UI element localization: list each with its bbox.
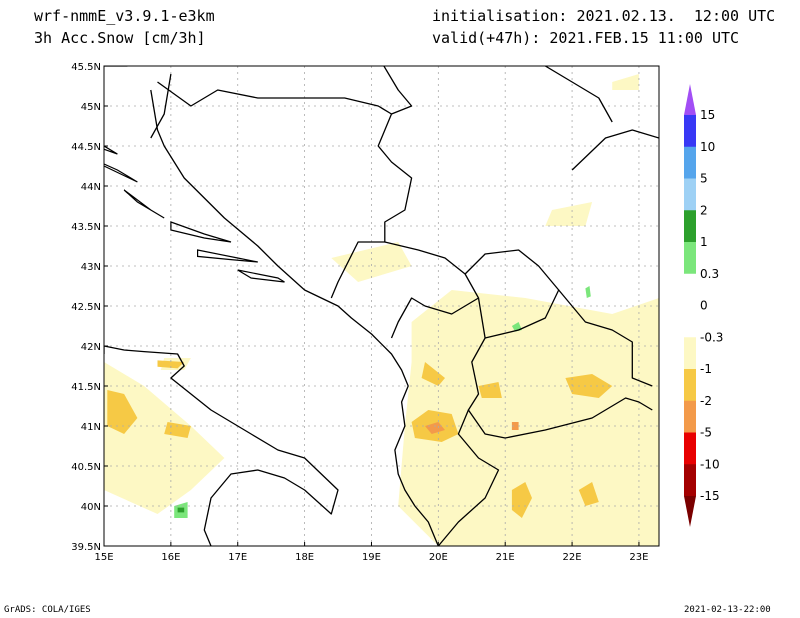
border-line-13 [544, 66, 613, 123]
island-0 [170, 221, 232, 243]
colorbar-swatch [684, 369, 696, 402]
colorbar-label: 1 [700, 235, 708, 249]
snow-area-18 [177, 507, 185, 513]
footer-timestamp: 2021-02-13-22:00 [684, 605, 771, 615]
snow-area-9 [511, 482, 532, 518]
grid-layer [104, 66, 659, 546]
x-tick-label: 21E [496, 552, 515, 563]
colorbar-bottom-arrow [684, 496, 696, 527]
y-tick-label: 42N [81, 342, 101, 353]
colorbar-swatch [684, 210, 696, 243]
island-1 [197, 249, 258, 263]
x-tick-label: 18E [295, 552, 314, 563]
initialisation-time: initialisation: 2021.02.13. 12:00 UTC [432, 7, 776, 25]
y-tick-label: 42.5N [71, 302, 101, 313]
axis-ticks: 15E 16E 17E 18E 19E 20E 21E 22E 23E 39.5N 40N 40.5N… [71, 62, 648, 563]
island-5 [104, 145, 118, 155]
y-tick-label: 43.5N [71, 222, 101, 233]
border-line-7 [384, 241, 480, 339]
snow-area-3 [331, 242, 412, 282]
coast-line-2 [104, 345, 339, 546]
colorbar-label: -0.3 [700, 330, 723, 344]
y-tick-label: 45.5N [71, 62, 101, 73]
coastline-layer [104, 66, 659, 546]
colorbar-swatch [684, 115, 696, 148]
snow-area-16 [511, 422, 519, 430]
colorbar-swatch [684, 273, 696, 306]
snow-area-10 [578, 482, 599, 506]
snow-area-4 [612, 74, 639, 90]
border-line-6 [150, 73, 172, 139]
colorbar-swatch [684, 400, 696, 433]
x-tick-label: 23E [629, 552, 648, 563]
border-line-9 [467, 337, 653, 439]
colorbar-label: 5 [700, 172, 708, 186]
field-name: 3h Acc.Snow [cm/3h] [34, 29, 206, 47]
x-tick-label: 19E [362, 552, 381, 563]
colorbar-label: 10 [700, 140, 715, 154]
colorbar-label: 15 [700, 108, 715, 122]
colorbar-label: 0.3 [700, 267, 719, 281]
colorbar-swatch [684, 432, 696, 465]
y-tick-label: 45N [81, 102, 101, 113]
snow-area-13 [157, 360, 185, 369]
snow-area-15 [425, 422, 445, 434]
x-tick-label: 22E [563, 552, 582, 563]
colorbar-swatch [684, 146, 696, 179]
coast-line-1 [150, 89, 439, 546]
border-line-4 [157, 81, 413, 299]
snow-area-6 [421, 362, 445, 386]
y-tick-label: 39.5N [71, 542, 101, 553]
colorbar-swatch [684, 305, 696, 338]
snow-area-14 [478, 382, 502, 398]
x-tick-label: 17E [228, 552, 247, 563]
x-tick-label: 20E [429, 552, 448, 563]
colorbar-label: -5 [700, 426, 712, 440]
colorbar-label: -15 [700, 489, 720, 503]
y-tick-label: 44.5N [71, 142, 101, 153]
snow-area-11 [107, 390, 138, 434]
colorbar-swatch [684, 337, 696, 370]
island-3 [123, 189, 165, 219]
snow-area-1 [104, 362, 225, 514]
colorbar-swatch [684, 178, 696, 211]
colorbar-label: 2 [700, 203, 708, 217]
colorbar-swatch [684, 464, 696, 497]
island-2 [237, 269, 285, 283]
footer-credit: GrADS: COLA/IGES [4, 605, 91, 615]
border-line-10 [558, 289, 653, 387]
colorbar-label: -1 [700, 362, 712, 376]
border-line-11 [437, 409, 500, 546]
colorbar-label: -2 [700, 394, 712, 408]
border-line-5 [383, 66, 413, 115]
snow-area-8 [565, 374, 613, 398]
y-tick-label: 43N [81, 262, 101, 273]
snow-area-0 [398, 290, 659, 546]
y-tick-label: 40N [81, 502, 101, 513]
model-name: wrf-nmmE_v3.9.1-e3km [34, 7, 215, 25]
colorbar: 15 10 5 2 1 0.3 0 -0.3 -1 -2 -5 -10 -15 [684, 84, 723, 527]
island-4 [104, 163, 138, 183]
x-tick-label: 16E [161, 552, 180, 563]
snow-area-5 [545, 202, 593, 226]
valid-time: valid(+47h): 2021.FEB.15 11:00 UTC [432, 29, 740, 47]
y-tick-label: 40.5N [71, 462, 101, 473]
x-tick-label: 15E [94, 552, 113, 563]
colorbar-swatch [684, 242, 696, 275]
border-line-12 [571, 129, 659, 171]
colorbar-label: 0 [700, 299, 708, 313]
colorbar-label: -10 [700, 457, 720, 471]
y-tick-label: 41N [81, 422, 101, 433]
colorbar-top-arrow [684, 84, 696, 115]
y-tick-label: 44N [81, 182, 101, 193]
y-tick-label: 41.5N [71, 382, 101, 393]
snow-area-20 [585, 286, 591, 298]
